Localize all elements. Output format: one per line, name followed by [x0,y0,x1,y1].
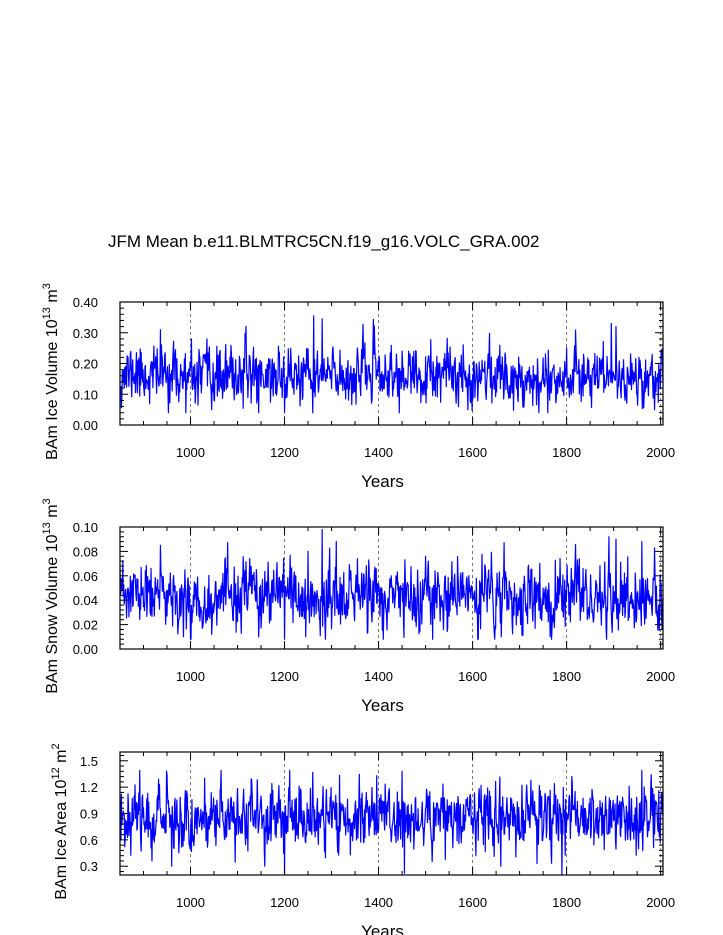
data-line [119,315,664,414]
x-axis-label: Years [361,696,404,715]
x-tick-label: 1200 [270,669,299,684]
x-tick-label: 1800 [552,895,581,910]
y-axis-label: BAm Snow Volume 1013 m3 [41,498,61,693]
y-tick-label: 0.3 [80,859,98,874]
panel-ice-area: 1000 1200 1400 1600 1800 2000 0.3 0.6 0.9 1.2 1.5 Y… [50,743,675,935]
y-tick-label: 1.2 [80,780,98,795]
panel-ice-volume: 1000 1200 1400 1600 1800 2000 0.00 0.10 0.20 0.30… [41,283,675,491]
y-tick-label: 0.04 [73,593,98,608]
data-line [119,528,664,640]
x-tick-label: 1200 [270,445,299,460]
plot-frame [119,526,664,650]
chart-title: JFM Mean b.e11.BLMTRC5CN.f19_g16.VOLC_GR… [108,232,540,251]
y-axis-label: BAm Ice Area 1012 m2 [50,743,70,899]
panel-snow-volume: 1000 1200 1400 1600 1800 2000 0.00 0.02 0.04 0.06… [41,498,675,715]
y-tick-label: 0.20 [73,357,98,372]
x-tick-label: 1600 [458,669,487,684]
data-line [119,769,664,876]
panels: 1000 1200 1400 1600 1800 20000.000.100.200.30… [41,283,675,935]
x-tick-label: 1600 [458,895,487,910]
x-tick-label: 2000 [646,895,675,910]
y-tick-label: 0.08 [73,544,98,559]
y-tick-label: 0.9 [80,807,98,822]
y-tick-label: 0.02 [73,618,98,633]
y-tick-label: 0.06 [73,569,98,584]
y-axis-label: BAm Ice Volume 1013 m3 [41,283,61,460]
x-tick-label: 1800 [552,669,581,684]
y-tick-label: 0.30 [73,326,98,341]
x-tick-label: 1000 [176,669,205,684]
x-tick-label: 2000 [646,669,675,684]
x-tick-label: 2000 [646,445,675,460]
x-tick-label: 1000 [176,445,205,460]
x-tick-label: 1400 [364,895,393,910]
x-tick-label: 1600 [458,445,487,460]
x-axis-label: Years [361,922,404,935]
y-tick-label: 0.00 [73,418,98,433]
x-axis-label: Years [361,472,404,491]
y-tick-label: 0.00 [73,642,98,657]
x-tick-label: 1400 [364,669,393,684]
y-tick-label: 0.40 [73,295,98,310]
x-tick-label: 1400 [364,445,393,460]
x-tick-label: 1800 [552,445,581,460]
y-tick-label: 0.6 [80,833,98,848]
x-tick-label: 1200 [270,895,299,910]
y-tick-label: 0.10 [73,387,98,402]
x-tick-label: 1000 [176,895,205,910]
y-tick-label: 1.5 [80,754,98,769]
y-tick-label: 0.10 [73,520,98,535]
